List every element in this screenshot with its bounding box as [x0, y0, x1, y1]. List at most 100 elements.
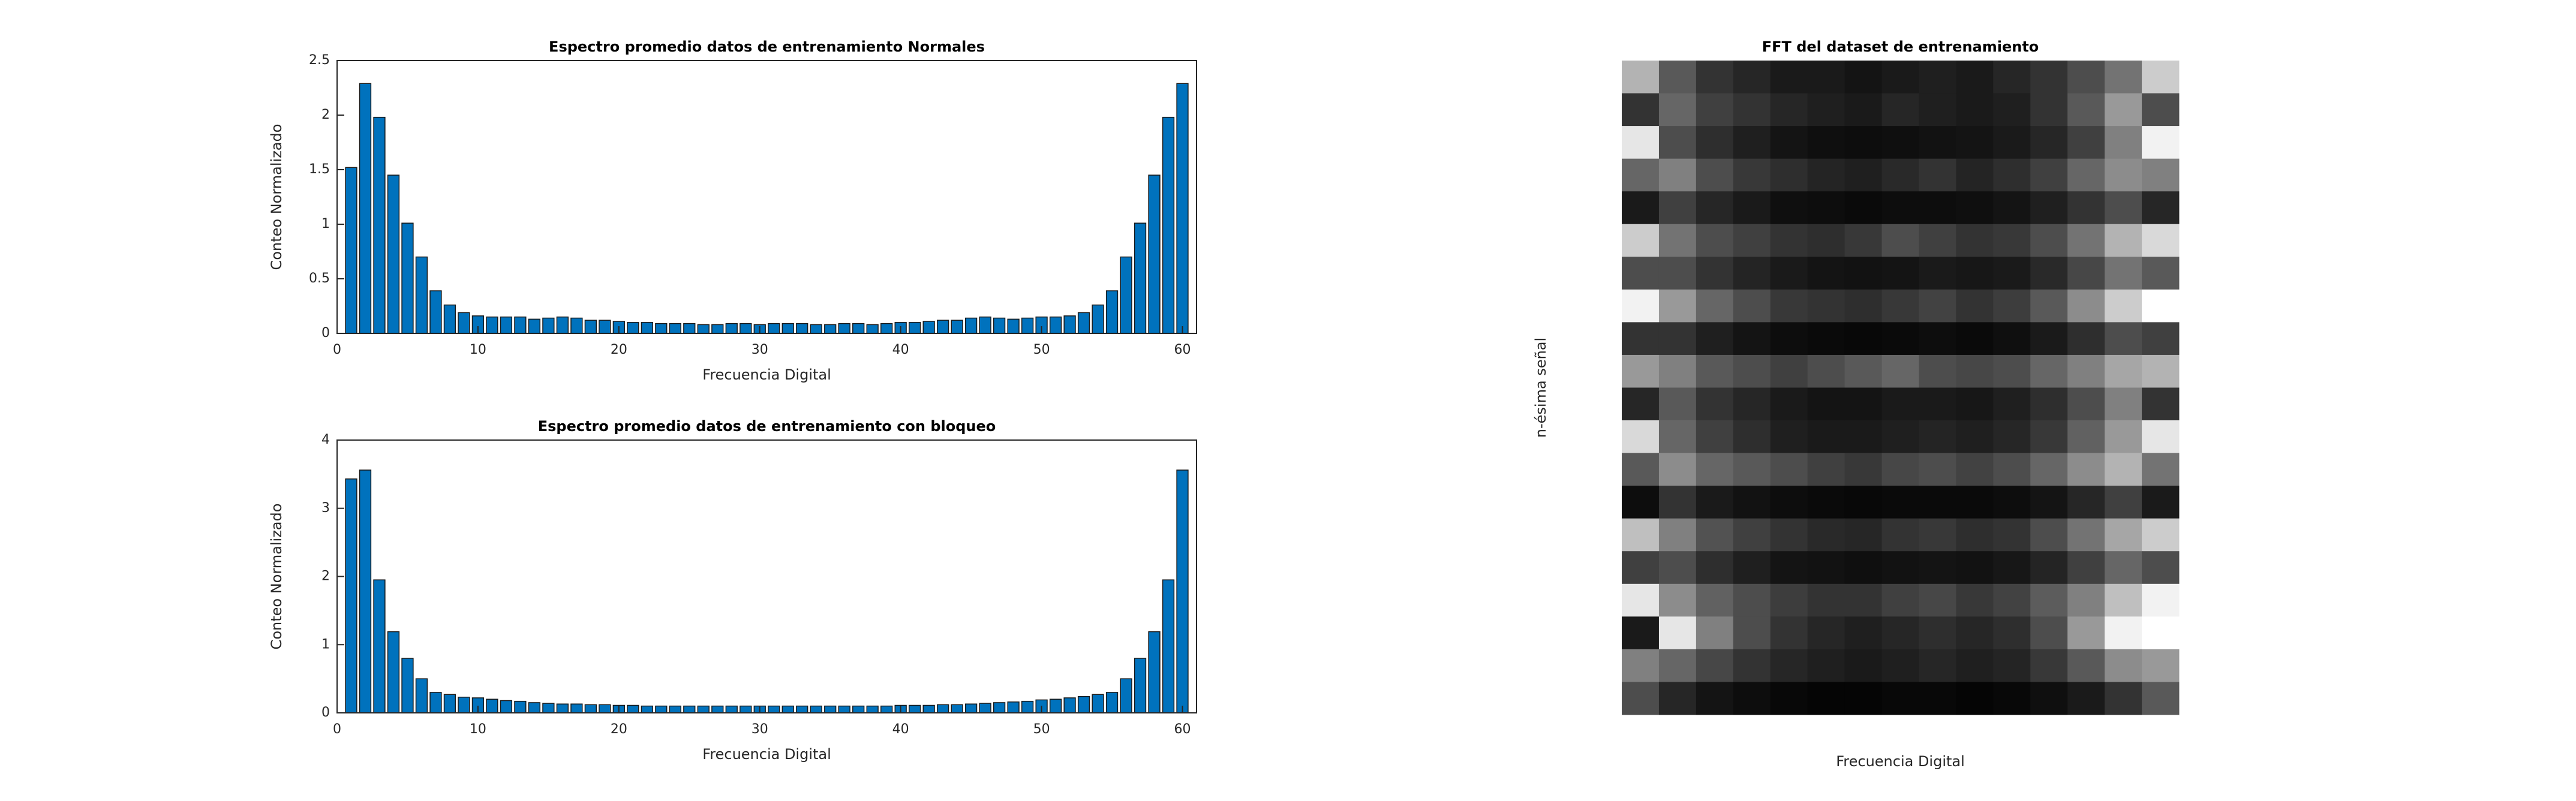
heat-cell [1807, 191, 1845, 225]
heat-cell [1658, 93, 1697, 127]
heat-cell [1844, 322, 1883, 356]
heat-cell [1622, 93, 1660, 127]
heat-cell [1993, 616, 2031, 650]
heat-cell [1919, 616, 1956, 650]
heat-cell [1919, 518, 1956, 552]
bar [401, 658, 414, 713]
heat-cell [1770, 257, 1808, 290]
bar [373, 579, 386, 713]
heat-cell [2105, 354, 2142, 388]
heat-cell [1844, 224, 1883, 257]
bar [556, 703, 569, 713]
heat-cell [1881, 420, 1919, 454]
heat-cell [1956, 354, 1994, 388]
bar [1105, 290, 1119, 334]
heat-cell [1956, 289, 1994, 323]
heat-cell [1956, 616, 1994, 650]
heat-cell [1658, 583, 1697, 617]
bar [866, 324, 879, 334]
heat-cell [1622, 354, 1660, 388]
bar [415, 256, 428, 334]
heat-cell [1993, 61, 2031, 94]
heat-cell [1807, 224, 1845, 257]
heat-cell [2142, 649, 2180, 682]
heat-cell [1696, 649, 1734, 682]
heat-cell [1919, 420, 1956, 454]
heat-cell [1733, 518, 1771, 552]
heat-cell [1807, 387, 1845, 421]
heat-cell [1919, 354, 1956, 388]
heat-cell [1993, 354, 2031, 388]
bar [528, 702, 541, 713]
bar [1120, 678, 1132, 713]
heat-cell [1696, 354, 1734, 388]
bar [979, 316, 991, 334]
bar [852, 705, 865, 713]
bar [880, 705, 893, 713]
heat-cell [1807, 289, 1845, 323]
heat-cell [2105, 420, 2142, 454]
heat-cell [1733, 224, 1771, 257]
y-axis-label: Conteo Normalizado [268, 124, 285, 270]
heat-cell [1733, 420, 1771, 454]
bar [429, 692, 442, 713]
heat-cell [1733, 257, 1771, 290]
heat-cell [1696, 322, 1734, 356]
bar [909, 322, 921, 334]
heat-cell [1622, 518, 1660, 552]
heat-cell [1770, 453, 1808, 486]
heat-cell [1993, 649, 2031, 682]
heat-cell [1919, 289, 1956, 323]
heat-cell [1881, 354, 1919, 388]
bar [599, 320, 611, 334]
heat-cell [1993, 453, 2031, 486]
heat-cell [2142, 387, 2180, 421]
bar [387, 174, 400, 334]
bar [1007, 701, 1020, 713]
bar [725, 323, 738, 334]
heat-cell [1844, 486, 1883, 519]
heat-cell [1956, 518, 1994, 552]
y-tick-label: 1 [321, 216, 330, 231]
bar [697, 324, 710, 334]
bar [725, 705, 738, 713]
heat-cell [1622, 158, 1660, 192]
heat-cell [2067, 682, 2105, 715]
heat-cell [2067, 616, 2105, 650]
heat-cell [1956, 322, 1994, 356]
heat-cell [1770, 420, 1808, 454]
heat-cell [2142, 486, 2180, 519]
heat-cell [2067, 289, 2105, 323]
heat-cell [1807, 518, 1845, 552]
bar [599, 704, 611, 713]
heat-cell [1658, 486, 1697, 519]
bar [443, 304, 456, 334]
bar [1077, 312, 1090, 334]
heat-cell [1881, 583, 1919, 617]
heat-cell [1956, 61, 1994, 94]
heat-cell [2030, 649, 2068, 682]
heat-cell [2030, 387, 2068, 421]
heat-cell [1733, 387, 1771, 421]
heat-cell [2142, 224, 2180, 257]
bar [993, 702, 1006, 713]
heat-cell [1919, 224, 1956, 257]
bar [1176, 83, 1189, 334]
x-tick-label: 20 [611, 722, 627, 737]
heat-cell [1733, 322, 1771, 356]
bar [1021, 317, 1034, 334]
heat-cell [1993, 486, 2031, 519]
bar [838, 323, 850, 334]
heat-cell [2030, 453, 2068, 486]
y-tick-label: 3 [321, 501, 330, 516]
heat-cell [1993, 682, 2031, 715]
bar [1134, 222, 1147, 334]
x-tick-label: 60 [1174, 342, 1191, 357]
heat-cell [1622, 191, 1660, 225]
heat-cell [1807, 453, 1845, 486]
bar [937, 704, 949, 713]
heat-cell [1622, 551, 1660, 585]
bar [964, 703, 978, 713]
y-axis-label: n-ésima señal [1532, 338, 1549, 438]
x-tick-label: 10 [470, 342, 486, 357]
